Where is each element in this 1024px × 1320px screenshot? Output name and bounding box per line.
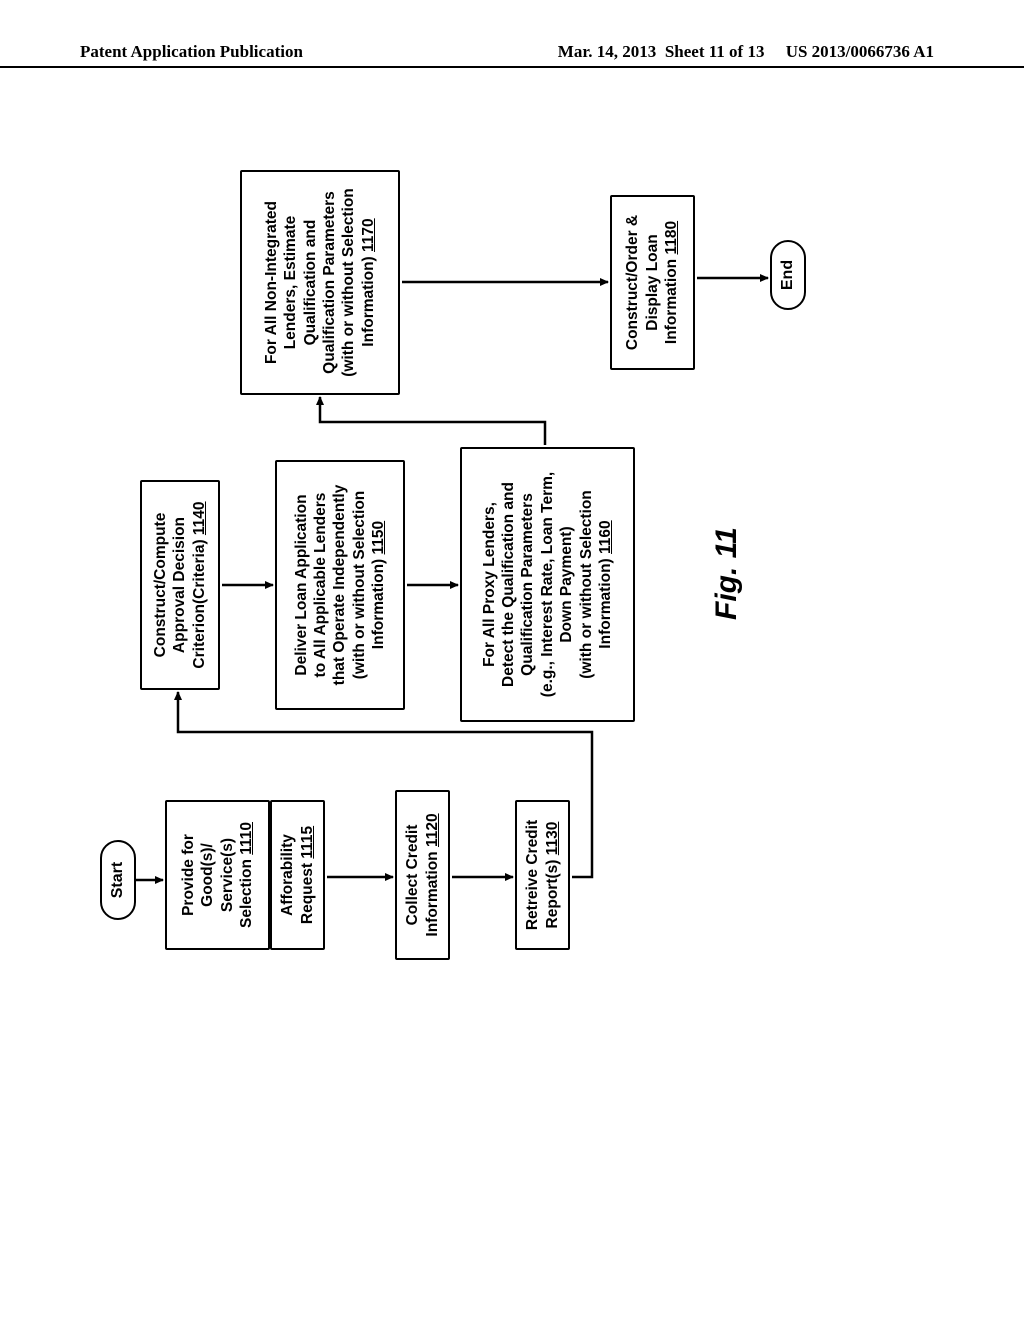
box-1160: For All Proxy Lenders,Detect the Qualifi… <box>460 447 635 722</box>
box-1140: Construct/ComputeApproval DecisionCriter… <box>140 480 220 690</box>
box-1130: Retreive CreditReport(s) 1130 <box>515 800 570 950</box>
header-pubno: US 2013/0066736 A1 <box>786 42 934 61</box>
flowchart: Start End Provide forGood(s)/Service(s)S… <box>90 210 950 990</box>
terminator-end: End <box>770 240 806 310</box>
figure-label: Fig. 11 <box>710 527 744 620</box>
box-1110: Provide forGood(s)/Service(s)Selection 1… <box>165 800 270 950</box>
header-right: Mar. 14, 2013 Sheet 11 of 13 US 2013/006… <box>558 42 934 62</box>
terminator-start-label: Start <box>109 862 127 898</box>
header-date: Mar. 14, 2013 <box>558 42 657 61</box>
terminator-end-label: End <box>779 260 797 290</box>
arrow-b1160-b1170 <box>320 397 545 445</box>
header-left: Patent Application Publication <box>80 42 303 62</box>
terminator-start: Start <box>100 840 136 920</box>
box-1180: Construct/Order &Display LoanInformation… <box>610 195 695 370</box>
box-1120: Collect CreditInformation 1120 <box>395 790 450 960</box>
box-1170: For All Non-IntegratedLenders, EstimateQ… <box>240 170 400 395</box>
box-1115: AfforabilityRequest 1115 <box>270 800 325 950</box>
header-sheet: Sheet 11 of 13 <box>665 42 765 61</box>
page-header: Patent Application Publication Mar. 14, … <box>0 40 1024 68</box>
box-1150: Deliver Loan Applicationto All Applicabl… <box>275 460 405 710</box>
